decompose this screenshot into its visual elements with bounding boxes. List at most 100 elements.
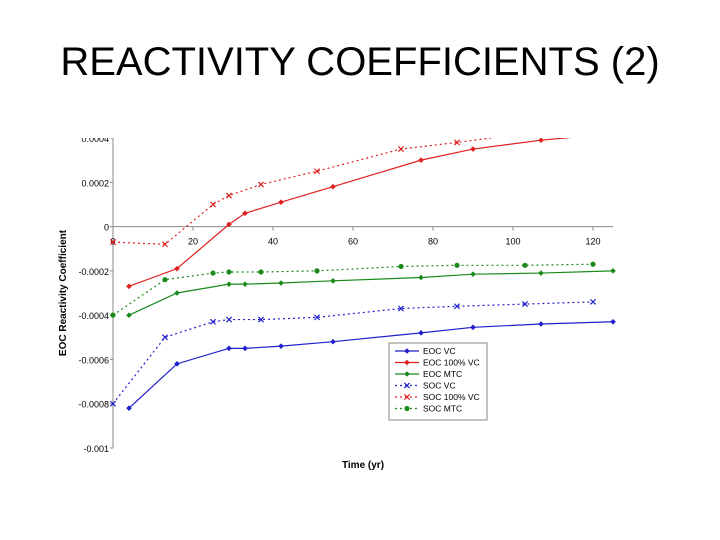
data-point: [470, 324, 476, 331]
data-point: [538, 270, 544, 276]
data-point: [610, 268, 616, 274]
legend-entry: SOC VC: [395, 381, 456, 391]
series-line: [128, 321, 614, 409]
data-point: [257, 181, 265, 188]
data-point: [174, 265, 180, 272]
data-point: [126, 283, 132, 290]
legend-entry: EOC VC: [395, 346, 456, 356]
data-point: [226, 221, 232, 228]
y-tick-label: 0.0002: [81, 178, 109, 188]
legend-marker: [404, 405, 410, 412]
legend-label: EOC MTC: [423, 369, 462, 379]
x-tick-label: 120: [585, 237, 600, 247]
data-point: [418, 157, 424, 163]
data-point: [522, 262, 528, 268]
y-tick-label: -0.0008: [78, 400, 109, 410]
series-eoc-100-vc: [126, 138, 572, 290]
data-point: [589, 298, 597, 305]
data-point: [257, 316, 265, 323]
data-point: [258, 269, 264, 275]
data-point: [590, 261, 596, 267]
series-line: [112, 138, 496, 245]
data-point: [109, 400, 117, 407]
data-point: [397, 146, 405, 153]
series-line: [112, 301, 594, 405]
data-point: [538, 321, 544, 327]
legend-label: EOC 100% VC: [423, 358, 480, 368]
axes: 0.0004 0.0002 0 -0.0002 -0.0004 -0.0006 -0.000…: [58, 138, 613, 471]
data-point: [278, 280, 284, 286]
x-tick-label: 60: [348, 237, 358, 247]
data-point: [242, 281, 248, 287]
data-point: [161, 241, 169, 248]
data-point: [226, 269, 232, 275]
data-point: [226, 281, 232, 287]
x-tick-label: 40: [268, 237, 278, 247]
data-point: [330, 278, 336, 284]
series-line: [128, 270, 614, 316]
data-point: [226, 345, 232, 352]
series-eoc-mtc: [126, 268, 616, 318]
series-soc-100-vc: [109, 138, 496, 248]
data-point: [610, 318, 616, 325]
series-eoc-vc: [126, 318, 616, 411]
series-line: [128, 138, 572, 287]
legend-marker: [403, 382, 411, 389]
x-tick-label: 80: [428, 237, 438, 247]
series-soc-vc: [109, 298, 597, 407]
data-point: [330, 338, 336, 345]
legend-label: SOC 100% VC: [423, 392, 480, 402]
data-point: [454, 262, 460, 268]
series-line: [112, 263, 594, 316]
legend-marker: [403, 393, 411, 401]
reactivity-chart: 0.0004 0.0002 0 -0.0002 -0.0004 -0.0006 -0.000…: [58, 138, 616, 471]
data-point: [418, 274, 424, 281]
legend-label: SOC MTC: [423, 404, 462, 414]
y-tick-label: -0.0004: [78, 311, 109, 321]
data-point: [210, 270, 216, 276]
y-tick-label: -0.001: [83, 444, 109, 454]
legend-entry: EOC 100% VC: [395, 358, 480, 368]
data-point: [162, 277, 168, 283]
data-point: [418, 330, 424, 336]
data-point: [109, 239, 117, 246]
data-point: [398, 263, 404, 270]
legend-entry: EOC MTC: [395, 369, 462, 379]
x-tick-label: 20: [188, 237, 198, 247]
data-point: [126, 312, 132, 318]
series-soc-mtc: [110, 261, 596, 318]
data-point: [453, 303, 461, 310]
data-point: [174, 361, 180, 367]
legend-entry: SOC MTC: [395, 404, 462, 414]
data-point: [397, 305, 405, 312]
data-point: [330, 183, 336, 190]
x-axis-title: Time (yr): [342, 460, 384, 471]
data-point: [538, 138, 544, 144]
data-point: [209, 201, 217, 208]
data-point: [242, 345, 248, 352]
y-tick-label: 0: [104, 223, 109, 233]
data-point: [453, 139, 461, 146]
legend-marker: [404, 371, 410, 377]
slide-title: REACTIVITY COEFFICIENTS (2): [60, 40, 660, 84]
y-tick-label: -0.0002: [78, 267, 109, 277]
y-axis-title: EOC Reactivity Coefficient: [58, 229, 69, 356]
data-point: [278, 199, 284, 206]
y-tick-label: 0.0004: [81, 138, 109, 144]
data-point: [225, 192, 233, 199]
x-tick-label: 100: [505, 237, 520, 247]
data-point: [521, 301, 529, 308]
y-tick-label: -0.0006: [78, 355, 109, 365]
series-layer: [109, 138, 616, 411]
data-point: [278, 343, 284, 349]
data-point: [161, 334, 169, 341]
data-point: [174, 290, 180, 296]
legend-marker: [404, 348, 410, 354]
data-point: [209, 318, 217, 325]
data-point: [225, 316, 233, 323]
data-point: [126, 405, 132, 411]
legend-entry: SOC 100% VC: [395, 392, 480, 402]
data-point: [470, 146, 476, 152]
data-point: [110, 312, 116, 318]
